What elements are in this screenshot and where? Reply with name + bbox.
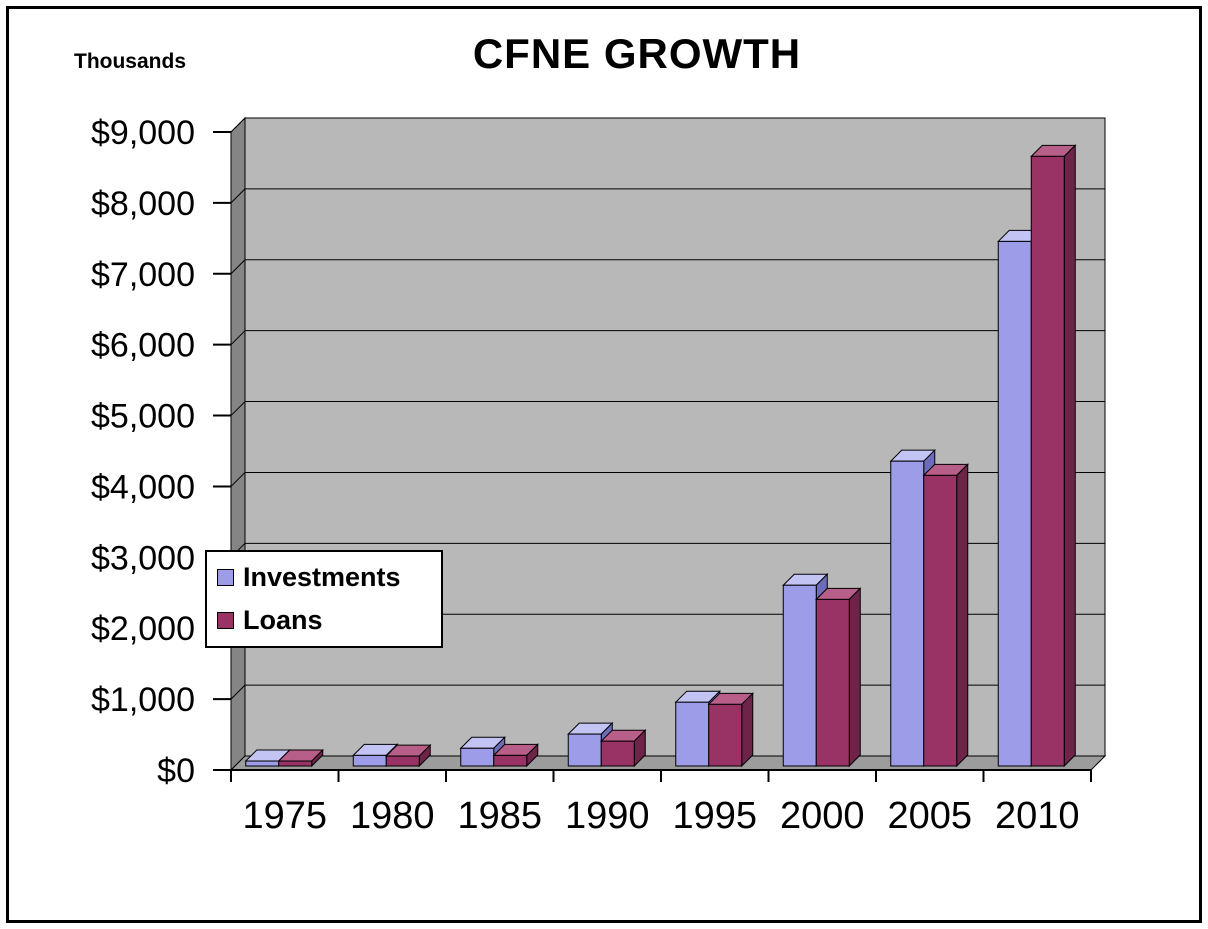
x-category-label: 2005 [887, 795, 972, 837]
gridline-side-segment [230, 472, 246, 487]
bar-investments-1985 [460, 747, 495, 767]
legend-swatch-investments [217, 569, 234, 586]
gridline-side-segment [230, 330, 246, 346]
y-axis-tick-label: $0 [157, 752, 195, 790]
gridline-side-segment [230, 188, 246, 204]
y-axis-tick-label: $3,000 [91, 539, 195, 577]
bar-side-loans-2010 [1063, 144, 1076, 768]
bar-investments-1975 [245, 760, 280, 767]
legend: Investments Loans [205, 550, 443, 648]
bar-investments-1995 [675, 701, 710, 767]
bar-loans-1980 [385, 755, 420, 767]
bar-loans-1975 [278, 760, 313, 767]
y-axis-tick-label: $4,000 [91, 468, 195, 506]
bar-investments-2000 [782, 584, 817, 767]
gridline-side-segment [230, 259, 246, 275]
bar-loans-1995 [708, 703, 743, 767]
legend-label-loans: Loans [243, 605, 323, 635]
y-axis-tick-label: $5,000 [91, 398, 195, 436]
y-axis-tick-label: $9,000 [91, 114, 195, 152]
x-category-label: 1980 [350, 795, 435, 837]
x-category-label: 1975 [242, 795, 327, 837]
x-category-label: 1985 [457, 795, 542, 837]
legend-swatch-loans [217, 612, 234, 629]
chart-title: CFNE GROWTH [472, 30, 802, 77]
chart-back-wall [244, 117, 1106, 757]
legend-item-investments: Investments [217, 564, 431, 591]
bar-side-loans-2005 [956, 463, 969, 768]
gridline-side-segment [230, 684, 246, 700]
x-category-label: 1995 [672, 795, 757, 837]
y-axis-unit-label: Thousands [74, 50, 187, 73]
bar-investments-2010 [997, 240, 1032, 767]
bar-loans-1990 [600, 740, 635, 767]
gridline-side-segment [230, 117, 246, 133]
y-axis-tick-label: $8,000 [91, 185, 195, 223]
chart-side-wall [230, 116, 246, 772]
y-axis-tick-label: $1,000 [91, 681, 195, 719]
bar-loans-1985 [493, 754, 528, 767]
x-category-label: 2000 [780, 795, 865, 837]
bar-side-loans-2000 [848, 587, 861, 768]
bar-investments-1980 [352, 754, 387, 767]
bar-loans-2010 [1030, 155, 1065, 767]
bar-loans-2005 [923, 474, 958, 767]
x-category-label: 2010 [995, 795, 1080, 837]
legend-item-loans: Loans [217, 607, 431, 634]
gridline-side-segment [230, 401, 246, 416]
legend-label-investments: Investments [243, 562, 401, 592]
bar-investments-1990 [567, 733, 602, 767]
y-axis-tick-label: $6,000 [91, 327, 195, 365]
x-category-label: 1990 [565, 795, 650, 837]
bar-investments-2005 [890, 460, 925, 767]
y-axis-tick-label: $7,000 [91, 256, 195, 294]
bar-loans-2000 [815, 598, 850, 767]
bar-side-loans-1995 [741, 692, 754, 768]
y-axis-tick-label: $2,000 [91, 610, 195, 648]
